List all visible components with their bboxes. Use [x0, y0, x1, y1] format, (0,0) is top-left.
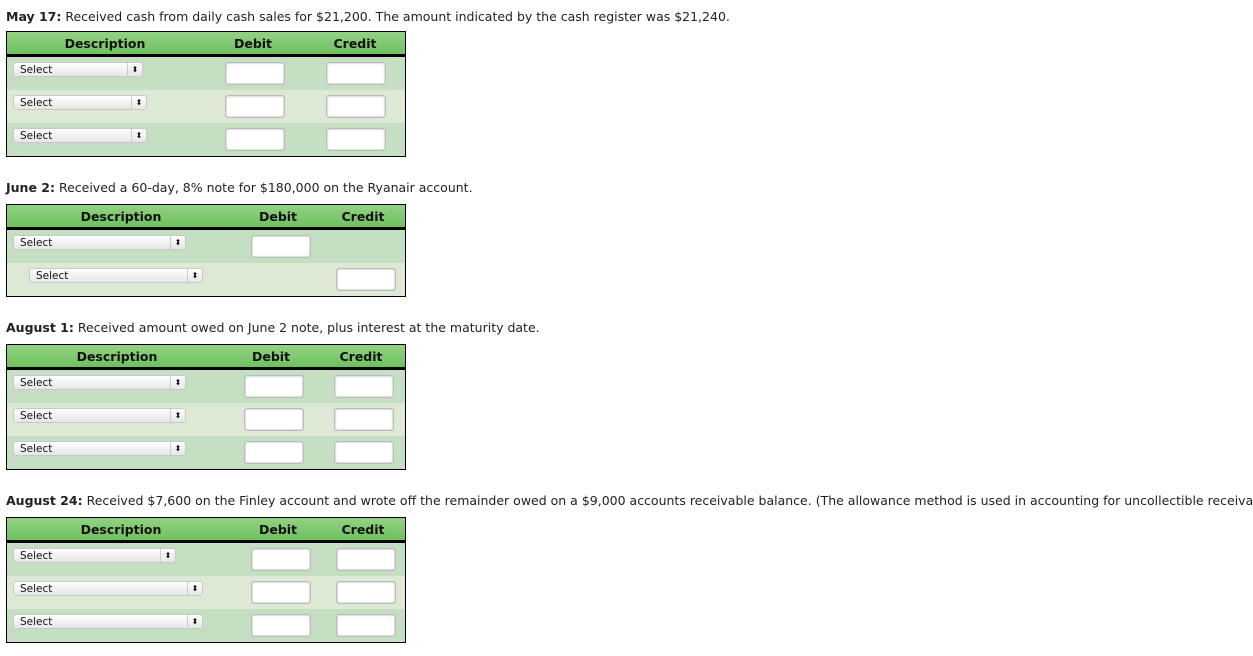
- question-june-2: June 2: Received a 60-day, 8% note for $…: [6, 180, 473, 195]
- table-row: Select ⬍: [7, 370, 405, 403]
- table-row: Select ⬍: [7, 403, 405, 436]
- select-arrows-icon: ⬍: [160, 549, 175, 562]
- credit-input[interactable]: [334, 408, 394, 431]
- table-header: Description Debit Credit: [7, 205, 405, 230]
- debit-input[interactable]: [251, 614, 311, 637]
- description-select[interactable]: Select ⬍: [13, 375, 186, 390]
- select-arrows-icon: ⬍: [127, 63, 142, 76]
- debit-input[interactable]: [225, 128, 285, 151]
- description-select[interactable]: Select ⬍: [13, 128, 147, 143]
- credit-input[interactable]: [326, 128, 386, 151]
- description-select[interactable]: Select ⬍: [13, 235, 186, 250]
- table-row: Select ⬍: [7, 436, 405, 469]
- select-arrows-icon: ⬍: [170, 442, 185, 455]
- question-text: Received amount owed on June 2 note, plu…: [73, 320, 540, 335]
- credit-input[interactable]: [334, 441, 394, 464]
- date-label: August 1:: [6, 320, 74, 335]
- debit-input[interactable]: [251, 548, 311, 571]
- select-arrows-icon: ⬍: [131, 96, 146, 109]
- description-select[interactable]: Select ⬍: [13, 62, 143, 77]
- question-august-1: August 1: Received amount owed on June 2…: [6, 320, 540, 335]
- credit-header: Credit: [341, 522, 385, 537]
- debit-header: Debit: [251, 349, 291, 364]
- debit-input[interactable]: [225, 95, 285, 118]
- credit-header: Credit: [339, 349, 383, 364]
- description-header: Description: [76, 349, 158, 364]
- table-row: Select ⬍: [7, 543, 405, 576]
- question-text: Received a 60-day, 8% note for $180,000 …: [54, 180, 473, 195]
- select-arrows-icon: ⬍: [187, 615, 202, 628]
- credit-input[interactable]: [336, 581, 396, 604]
- select-arrows-icon: ⬍: [131, 129, 146, 142]
- credit-input[interactable]: [326, 95, 386, 118]
- journal-table-august-1: Description Debit Credit Select ⬍ Select ⬍ S…: [6, 344, 406, 470]
- description-select[interactable]: Select ⬍: [13, 614, 203, 629]
- select-arrows-icon: ⬍: [187, 582, 202, 595]
- credit-input[interactable]: [336, 614, 396, 637]
- debit-header: Debit: [258, 522, 298, 537]
- table-row: Select ⬍: [7, 90, 405, 123]
- description-select[interactable]: Select ⬍: [13, 548, 176, 563]
- description-header: Description: [80, 522, 162, 537]
- description-header: Description: [80, 209, 162, 224]
- description-select[interactable]: Select ⬍: [13, 581, 203, 596]
- date-label: May 17:: [6, 9, 62, 24]
- select-arrows-icon: ⬍: [170, 376, 185, 389]
- table-header: Description Debit Credit: [7, 518, 405, 543]
- credit-header: Credit: [333, 36, 377, 51]
- select-arrows-icon: ⬍: [170, 236, 185, 249]
- date-label: August 24:: [6, 493, 83, 508]
- description-select[interactable]: Select ⬍: [13, 441, 186, 456]
- debit-header: Debit: [233, 36, 273, 51]
- debit-input[interactable]: [244, 441, 304, 464]
- credit-input[interactable]: [326, 62, 386, 85]
- table-row: Select ⬍: [7, 576, 405, 609]
- description-select[interactable]: Select ⬍: [29, 268, 203, 283]
- table-row: Select ⬍: [7, 123, 405, 156]
- debit-header: Debit: [258, 209, 298, 224]
- description-select[interactable]: Select ⬍: [13, 408, 186, 423]
- credit-header: Credit: [341, 209, 385, 224]
- description-header: Description: [64, 36, 146, 51]
- credit-input[interactable]: [334, 375, 394, 398]
- debit-input[interactable]: [251, 581, 311, 604]
- question-may-17: May 17: Received cash from daily cash sa…: [6, 9, 730, 24]
- table-header: Description Debit Credit: [7, 32, 405, 57]
- credit-input[interactable]: [336, 268, 396, 291]
- table-header: Description Debit Credit: [7, 345, 405, 370]
- debit-input[interactable]: [251, 235, 311, 258]
- question-text: Received cash from daily cash sales for …: [61, 9, 730, 24]
- table-row: Select ⬍: [7, 230, 405, 263]
- question-august-24: August 24: Received $7,600 on the Finley…: [6, 493, 1253, 508]
- table-row: Select ⬍: [7, 263, 405, 296]
- date-label: June 2:: [6, 180, 55, 195]
- table-row: Select ⬍: [7, 57, 405, 90]
- table-row: Select ⬍: [7, 609, 405, 642]
- debit-input[interactable]: [244, 375, 304, 398]
- journal-table-june-2: Description Debit Credit Select ⬍ Select ⬍: [6, 204, 406, 297]
- debit-input[interactable]: [244, 408, 304, 431]
- debit-input[interactable]: [225, 62, 285, 85]
- journal-table-august-24: Description Debit Credit Select ⬍ Select ⬍ S…: [6, 517, 406, 643]
- select-arrows-icon: ⬍: [170, 409, 185, 422]
- description-select[interactable]: Select ⬍: [13, 95, 147, 110]
- select-arrows-icon: ⬍: [187, 269, 202, 282]
- credit-input[interactable]: [336, 548, 396, 571]
- journal-table-may-17: Description Debit Credit Select ⬍ Select ⬍ S…: [6, 31, 406, 157]
- question-text: Received $7,600 on the Finley account an…: [82, 493, 1253, 508]
